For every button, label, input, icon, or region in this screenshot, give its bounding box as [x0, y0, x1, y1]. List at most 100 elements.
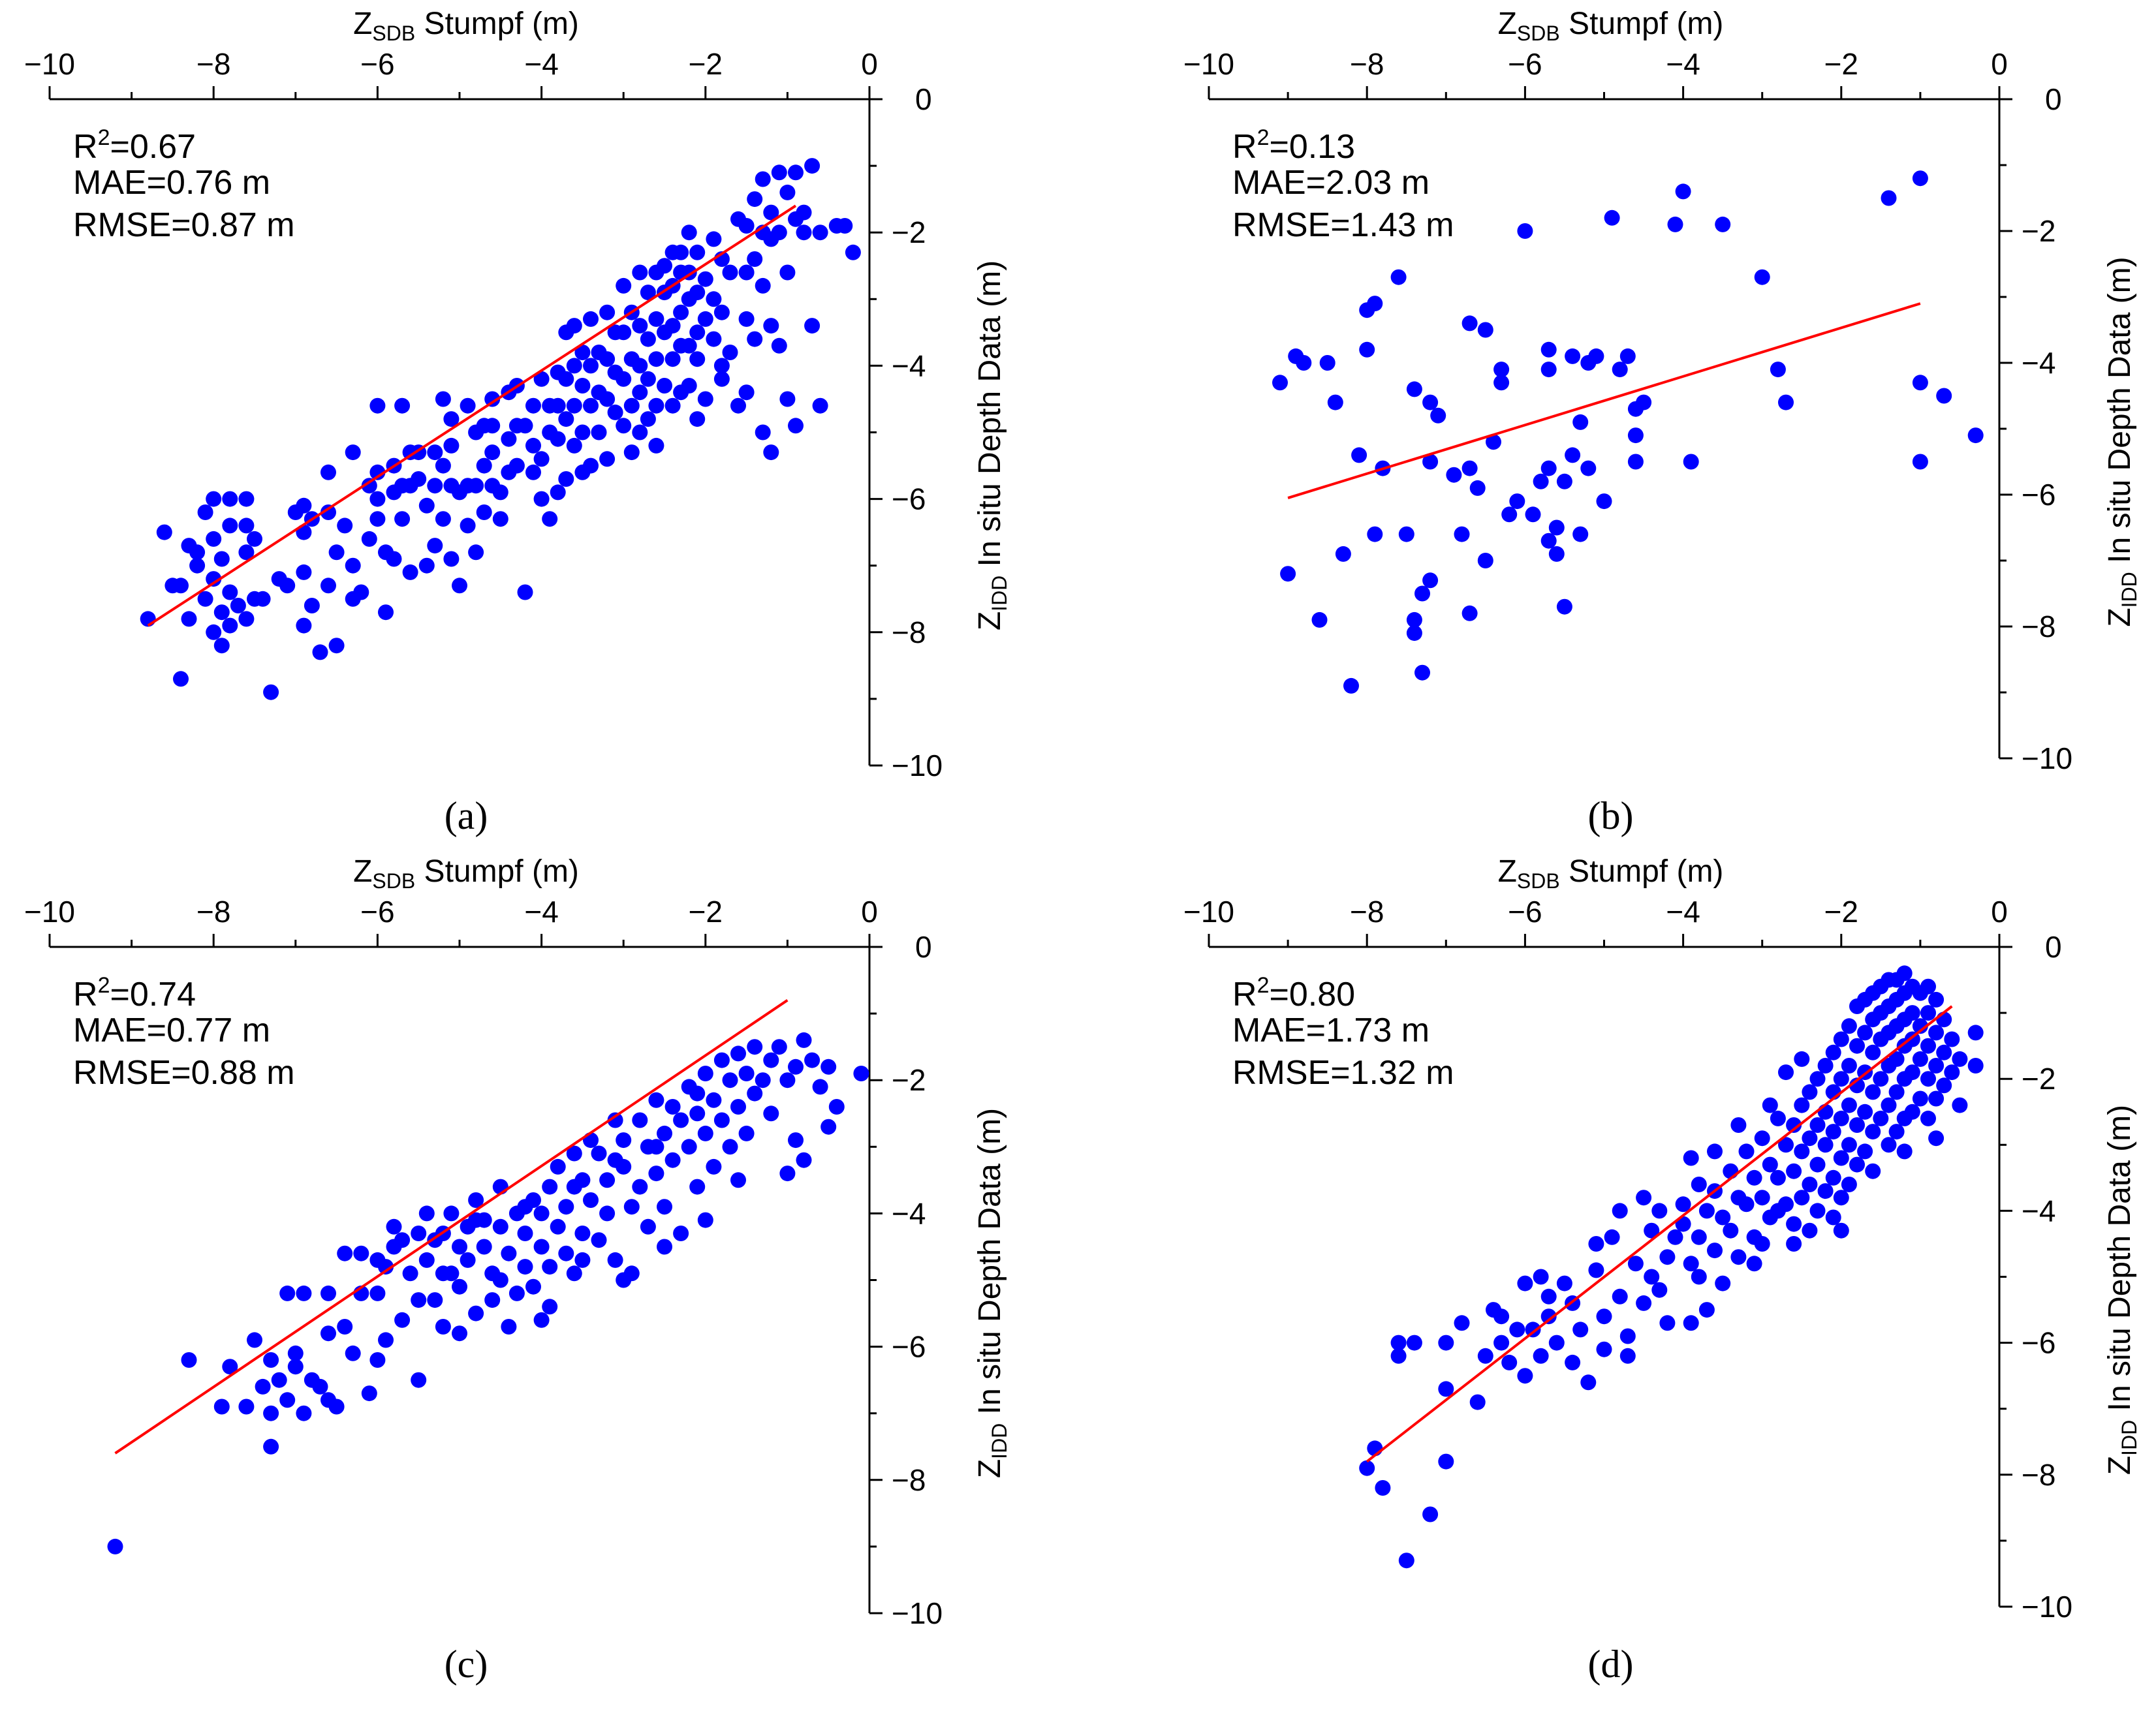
- data-point: [738, 311, 755, 327]
- data-point: [583, 358, 599, 374]
- panel-caption: (c): [445, 1643, 488, 1686]
- data-point: [1841, 1177, 1857, 1192]
- data-point: [1849, 1156, 1865, 1173]
- data-point: [771, 164, 787, 181]
- data-point: [1896, 1143, 1913, 1160]
- x-tick-label: −10: [24, 895, 75, 929]
- data-point: [386, 551, 402, 567]
- data-point: [706, 1158, 722, 1175]
- data-point: [632, 424, 648, 440]
- y-axis-title-main: Z: [2102, 1456, 2137, 1475]
- data-point: [1517, 1368, 1533, 1384]
- data-point: [312, 644, 328, 660]
- data-point: [484, 391, 501, 407]
- x-axis-title-main: Z: [1498, 854, 1517, 889]
- data-point: [328, 544, 345, 561]
- data-point: [1343, 677, 1359, 694]
- y-axis-title-sub: IDD: [2117, 1420, 2141, 1456]
- data-point: [173, 578, 189, 594]
- data-point: [697, 311, 713, 327]
- data-point: [1912, 1090, 1928, 1107]
- data-point: [230, 598, 246, 613]
- data-point: [238, 491, 255, 507]
- y-tick-label: −2: [2022, 1062, 2055, 1096]
- x-tick-label: −4: [1666, 47, 1700, 81]
- mae-stat: MAE=0.77 m: [73, 1012, 270, 1049]
- data-point: [1746, 1169, 1762, 1186]
- data-point: [681, 337, 697, 354]
- data-point: [369, 1285, 386, 1301]
- data-point: [1572, 1321, 1589, 1338]
- data-point: [1612, 362, 1628, 378]
- data-point: [1517, 223, 1533, 239]
- x-tick-label: 0: [861, 47, 878, 81]
- data-point: [1928, 1025, 1945, 1041]
- data-point: [657, 258, 672, 274]
- data-point: [1548, 1335, 1565, 1351]
- data-point: [296, 1285, 312, 1301]
- data-point: [1438, 1335, 1454, 1351]
- data-point: [1540, 533, 1557, 549]
- data-point: [713, 1112, 730, 1128]
- x-tick-label: −4: [524, 895, 558, 929]
- data-point: [369, 464, 386, 480]
- data-point: [1691, 1177, 1707, 1192]
- data-point: [1540, 460, 1557, 476]
- regression-line: [1287, 302, 1921, 499]
- data-point: [1477, 322, 1493, 338]
- data-point: [1612, 1203, 1628, 1219]
- data-point: [722, 1139, 738, 1155]
- data-point: [369, 491, 386, 507]
- y-tick-label: 0: [915, 930, 932, 964]
- data-point: [1794, 1051, 1810, 1067]
- data-point: [1327, 394, 1343, 410]
- data-point: [763, 1052, 779, 1068]
- y-tick-label: −2: [2022, 214, 2055, 248]
- data-point: [452, 578, 467, 594]
- data-point: [1888, 1051, 1905, 1067]
- data-point: [1438, 1453, 1454, 1470]
- data-point: [640, 331, 656, 347]
- data-point: [418, 497, 435, 514]
- data-point: [337, 1245, 353, 1261]
- y-axis-title-sub: IDD: [2117, 572, 2141, 608]
- data-point: [533, 371, 550, 387]
- data-point: [1770, 1169, 1786, 1186]
- y-axis-title: ZIDD In situ Depth Data (m): [973, 1108, 1011, 1478]
- data-point: [1469, 1394, 1486, 1410]
- data-point: [1865, 1084, 1881, 1100]
- data-point: [476, 1239, 492, 1255]
- data-point: [1873, 1071, 1889, 1087]
- x-axis-title-sub: SDB: [1517, 869, 1560, 893]
- data-point: [255, 1378, 271, 1395]
- data-point: [533, 1239, 550, 1255]
- data-point: [1952, 1097, 1968, 1113]
- data-point: [788, 164, 804, 181]
- data-point: [484, 1292, 501, 1308]
- data-point: [1778, 1064, 1794, 1081]
- data-point: [689, 1085, 706, 1102]
- data-point: [574, 378, 591, 394]
- data-point: [1556, 1275, 1572, 1291]
- data-points: [140, 158, 861, 700]
- data-point: [1422, 454, 1439, 470]
- data-point: [706, 1092, 722, 1108]
- r2-prefix: R: [1232, 128, 1257, 166]
- data-point: [1730, 1249, 1747, 1265]
- data-point: [197, 591, 213, 607]
- y-tick-label: −8: [892, 1463, 926, 1497]
- data-point: [1802, 1130, 1818, 1147]
- data-points: [1272, 170, 1984, 694]
- data-point: [1565, 1354, 1581, 1370]
- data-point: [1833, 1071, 1849, 1087]
- data-point: [1794, 1097, 1810, 1113]
- y-axis-title-sub: IDD: [988, 576, 1011, 611]
- data-point: [418, 1205, 435, 1222]
- data-point: [1548, 519, 1565, 536]
- data-point: [508, 457, 525, 474]
- data-point: [1398, 1553, 1414, 1569]
- data-point: [394, 1312, 411, 1328]
- r2-stat: R2=0.80: [1232, 973, 1355, 1013]
- data-point: [1723, 1222, 1739, 1239]
- data-point: [517, 1259, 533, 1275]
